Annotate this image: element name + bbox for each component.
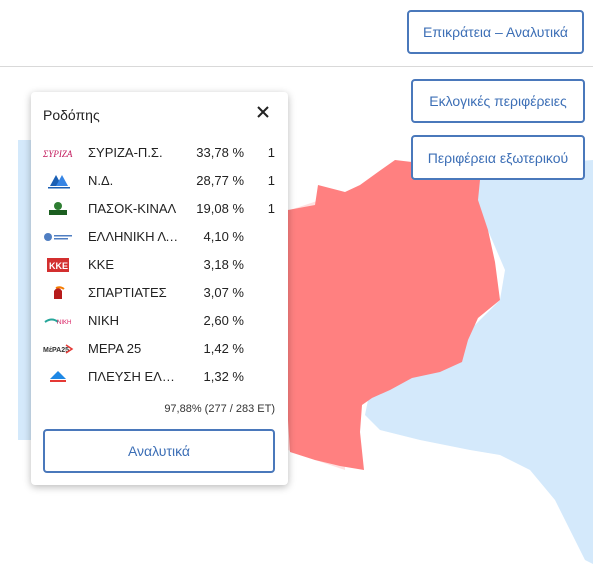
result-row: Ν.Δ. 28,77 % 1	[31, 167, 288, 195]
niki-logo: ΝΙΚΗ	[44, 318, 71, 326]
party-percent: 3,07 %	[203, 285, 244, 300]
results-list: ΣΥΡΙΖΑ ΣΥΡΙΖΑ-Π.Σ. 33,78 % 1 Ν.Δ. 28,77 …	[31, 139, 288, 391]
kke-logo: ΚΚΕ	[47, 258, 69, 272]
party-percent: 4,10 %	[203, 229, 244, 244]
party-percent: 28,77 %	[196, 173, 244, 188]
rodopi-region[interactable]	[288, 157, 500, 470]
result-row: ΣΥΡΙΖΑ ΣΥΡΙΖΑ-Π.Σ. 33,78 % 1	[31, 139, 288, 167]
popup-title: Ροδόπης	[43, 107, 100, 123]
party-percent: 1,32 %	[203, 369, 244, 384]
result-row: ΠΑΣΟΚ-ΚΙΝΑΛ 19,08 % 1	[31, 195, 288, 223]
svg-text:ΣΥΡΙΖΑ: ΣΥΡΙΖΑ	[42, 149, 73, 159]
party-name: ΕΛΛΗΝΙΚΗ ΛΥΣΗ	[88, 229, 180, 244]
result-row: ΚΚΕ ΚΚΕ 3,18 %	[31, 251, 288, 279]
party-name: ΜΕΡΑ 25	[88, 341, 142, 356]
close-icon[interactable]	[255, 104, 271, 120]
party-seats: 1	[267, 173, 275, 188]
party-percent: 3,18 %	[203, 257, 244, 272]
abroad-region-button[interactable]: Περιφέρεια εξωτερικού	[411, 135, 585, 180]
party-name: ΠΛΕΥΣΗ ΕΛΕΥΘΕΡΙΑΣ	[88, 369, 180, 384]
plefsi-logo	[50, 371, 66, 382]
party-name: ΠΑΣΟΚ-ΚΙΝΑΛ	[88, 201, 177, 216]
nd-logo	[48, 175, 70, 189]
region-popup: Ροδόπης ΣΥΡΙΖΑ ΣΥΡΙΖΑ-Π.Σ. 33,78 % 1 Ν.Δ…	[31, 92, 288, 485]
result-row: ΝΙΚΗ ΝΙΚΗ 2,60 %	[31, 307, 288, 335]
result-row: ΕΛΛΗΝΙΚΗ ΛΥΣΗ 4,10 %	[31, 223, 288, 251]
party-name: Ν.Δ.	[88, 173, 114, 188]
party-name: ΚΚΕ	[88, 257, 115, 272]
party-percent: 19,08 %	[196, 201, 244, 216]
sea-area	[365, 160, 593, 564]
svg-text:ΚΚΕ: ΚΚΕ	[49, 261, 68, 271]
svg-text:ΜέΡΑ25: ΜέΡΑ25	[43, 347, 69, 354]
party-seats: 1	[267, 201, 275, 216]
elliniki-lysi-logo	[44, 233, 72, 241]
header-divider	[0, 66, 593, 67]
result-row: ΠΛΕΥΣΗ ΕΛΕΥΘΕΡΙΑΣ 1,32 %	[31, 363, 288, 391]
party-name: ΝΙΚΗ	[88, 313, 120, 328]
party-name: ΣΥΡΙΖΑ-Π.Σ.	[88, 145, 163, 160]
party-percent: 33,78 %	[196, 145, 244, 160]
spartiates-logo	[54, 286, 65, 299]
national-results-button[interactable]: Επικράτεια – Αναλυτικά	[407, 10, 584, 54]
counted-stations: 97,88% (277 / 283 ΕΤ)	[164, 403, 275, 415]
result-row: ΜέΡΑ25 ΜΕΡΑ 25 1,42 %	[31, 335, 288, 363]
party-seats: 1	[267, 145, 275, 160]
svg-text:ΝΙΚΗ: ΝΙΚΗ	[57, 320, 71, 326]
details-button[interactable]: Αναλυτικά	[43, 429, 275, 473]
result-row: ΣΠΑΡΤΙΑΤΕΣ 3,07 %	[31, 279, 288, 307]
syriza-logo: ΣΥΡΙΖΑ	[42, 149, 73, 159]
party-percent: 1,42 %	[203, 341, 244, 356]
mera25-logo: ΜέΡΑ25	[43, 344, 74, 354]
party-percent: 2,60 %	[203, 313, 244, 328]
sea-area	[18, 140, 31, 440]
pasok-logo	[49, 202, 67, 215]
electoral-regions-button[interactable]: Εκλογικές περιφέρειες	[411, 79, 585, 123]
party-name: ΣΠΑΡΤΙΑΤΕΣ	[88, 285, 167, 300]
